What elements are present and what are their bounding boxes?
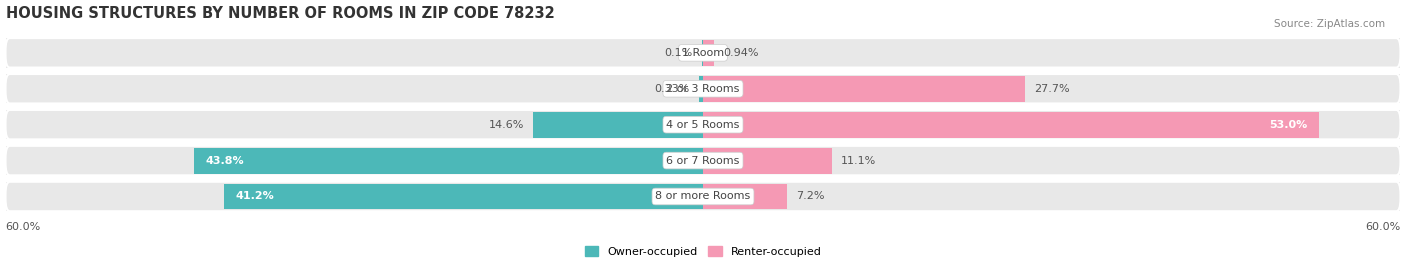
Text: Source: ZipAtlas.com: Source: ZipAtlas.com xyxy=(1274,19,1385,29)
Bar xyxy=(6,110,1400,139)
Text: 14.6%: 14.6% xyxy=(489,120,524,130)
Text: 7.2%: 7.2% xyxy=(796,192,824,201)
Text: 60.0%: 60.0% xyxy=(6,222,41,232)
Legend: Owner-occupied, Renter-occupied: Owner-occupied, Renter-occupied xyxy=(581,242,825,261)
Bar xyxy=(699,76,703,102)
Bar xyxy=(6,146,1400,175)
Bar xyxy=(703,76,1025,102)
Text: 27.7%: 27.7% xyxy=(1035,84,1070,94)
FancyBboxPatch shape xyxy=(6,182,1400,211)
Bar xyxy=(703,183,787,210)
Bar xyxy=(194,148,703,174)
Text: 53.0%: 53.0% xyxy=(1270,120,1308,130)
Text: 1 Room: 1 Room xyxy=(682,48,724,58)
FancyBboxPatch shape xyxy=(6,74,1400,104)
Text: 41.2%: 41.2% xyxy=(236,192,274,201)
Bar xyxy=(703,148,832,174)
Text: 8 or more Rooms: 8 or more Rooms xyxy=(655,192,751,201)
Text: 6 or 7 Rooms: 6 or 7 Rooms xyxy=(666,155,740,166)
Bar xyxy=(6,74,1400,104)
Bar xyxy=(703,40,714,66)
Bar xyxy=(533,112,703,137)
Text: HOUSING STRUCTURES BY NUMBER OF ROOMS IN ZIP CODE 78232: HOUSING STRUCTURES BY NUMBER OF ROOMS IN… xyxy=(6,6,554,20)
Bar xyxy=(6,182,1400,211)
Text: 4 or 5 Rooms: 4 or 5 Rooms xyxy=(666,120,740,130)
Text: 0.33%: 0.33% xyxy=(655,84,690,94)
Text: 0.94%: 0.94% xyxy=(723,48,759,58)
Text: 60.0%: 60.0% xyxy=(1365,222,1400,232)
Text: 0.1%: 0.1% xyxy=(664,48,693,58)
Bar xyxy=(703,112,1319,137)
FancyBboxPatch shape xyxy=(6,38,1400,68)
FancyBboxPatch shape xyxy=(6,110,1400,139)
Text: 43.8%: 43.8% xyxy=(205,155,245,166)
Bar xyxy=(6,38,1400,68)
Bar xyxy=(224,183,703,210)
Text: 2 or 3 Rooms: 2 or 3 Rooms xyxy=(666,84,740,94)
FancyBboxPatch shape xyxy=(6,146,1400,175)
Text: 11.1%: 11.1% xyxy=(841,155,876,166)
